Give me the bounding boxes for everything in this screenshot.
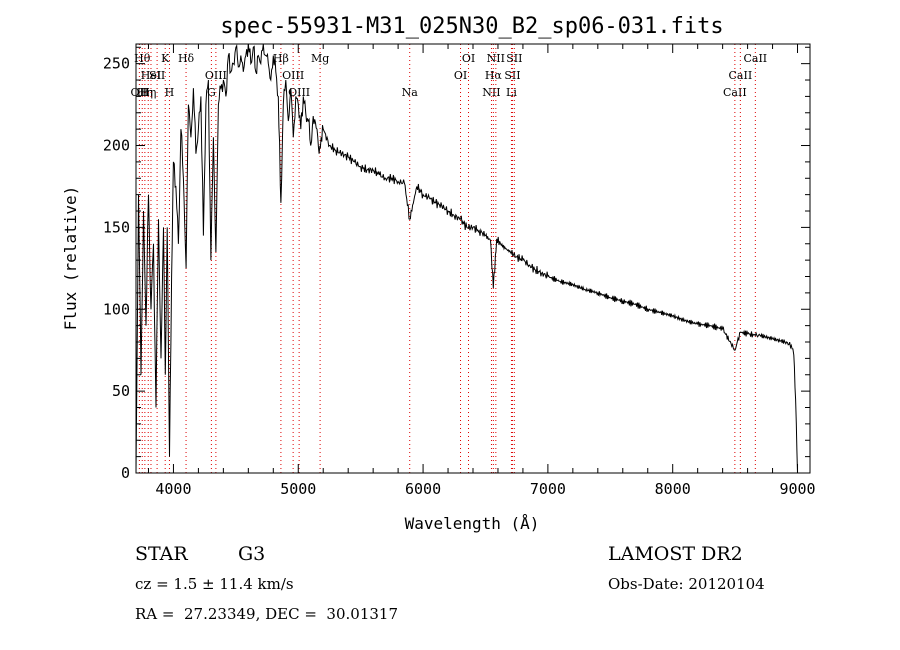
marker-label-11: Hβ (273, 52, 289, 65)
marker-label-5: SII (149, 69, 165, 82)
marker-label-1: Hθ (134, 52, 151, 65)
redshift-velocity: cz = 1.5 ± 11.4 km/s (135, 575, 294, 593)
survey-name: LAMOST DR2 (608, 543, 743, 565)
marker-label-26: CaII (743, 52, 767, 65)
object-class: STAR (135, 543, 188, 565)
marker-label-13: OIII (288, 86, 310, 99)
y-tick-label-1: 50 (112, 382, 130, 400)
y-tick-label-0: 0 (121, 464, 130, 482)
marker-label-2: Hη (137, 86, 153, 99)
plot-frame (135, 43, 811, 474)
marker-label-22: Li (506, 86, 517, 99)
marker-label-15: Na (402, 86, 419, 99)
marker-label-8: Hδ (178, 52, 195, 65)
marker-label-7: H (165, 86, 175, 99)
y-tick-label-5: 250 (103, 55, 130, 73)
x-tick-label-0: 4000 (155, 480, 191, 498)
y-tick-label-4: 200 (103, 137, 130, 155)
axes: 4000 5000 6000 7000 8000 9000 0 50 100 150 200 250 (103, 44, 816, 498)
marker-label-25: CaII (729, 69, 753, 82)
marker-label-18: NII (482, 86, 500, 99)
y-tick-label-2: 100 (103, 300, 130, 318)
marker-label-17: OI (462, 52, 475, 65)
marker-label-23: SII (506, 52, 522, 65)
marker-label-24: CaII (723, 86, 747, 99)
marker-label-10: OIII (205, 69, 227, 82)
marker-label-20: NII (487, 52, 505, 65)
marker-label-9: G (207, 86, 216, 99)
marker-label-0: OII (131, 86, 149, 99)
x-axis-label: Wavelength (Å) (405, 514, 540, 533)
spectral-line-markers: OIIHθHηHηHeISIIKHHδGOIIIHβOIIIOIIIMgNaOI… (131, 44, 767, 473)
x-tick-label-2: 6000 (405, 480, 441, 498)
x-tick-label-5: 9000 (779, 480, 815, 498)
x-tick-label-1: 5000 (280, 480, 316, 498)
marker-label-19: Hα (485, 69, 503, 82)
spectrum-line (135, 43, 798, 474)
observation-date: Obs-Date: 20120104 (608, 575, 765, 593)
marker-label-6: K (161, 52, 170, 65)
marker-label-3: Hη (140, 86, 156, 99)
marker-label-21: SII (504, 69, 520, 82)
y-tick-label-3: 150 (103, 218, 130, 236)
chart-title: spec-55931-M31_025N30_B2_sp06-031.fits (220, 14, 723, 39)
x-tick-label-3: 7000 (530, 480, 566, 498)
y-axis-label: Flux (relative) (61, 186, 80, 331)
x-tick-label-4: 8000 (655, 480, 691, 498)
sky-coordinates: RA = 27.23349, DEC = 30.01317 (135, 605, 399, 623)
marker-label-4: HeI (141, 69, 161, 82)
marker-label-14: Mg (311, 52, 329, 65)
marker-label-16: OI (454, 69, 467, 82)
object-subclass: G3 (238, 543, 266, 565)
